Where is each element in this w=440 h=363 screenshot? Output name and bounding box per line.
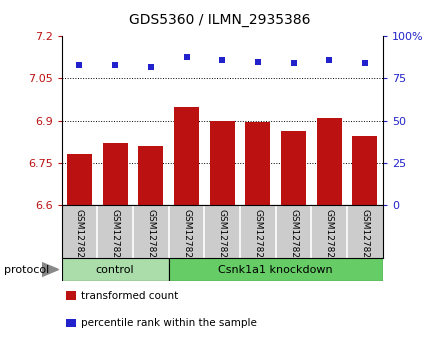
Text: GSM1278266: GSM1278266 (325, 209, 334, 270)
Bar (67, 155, 92, 205)
Text: percentile rank within the sample: percentile rank within the sample (81, 318, 257, 328)
Bar (103, 143, 128, 205)
Bar (246, 122, 270, 205)
Point (112, 62, 119, 68)
Text: transformed count: transformed count (81, 291, 179, 301)
Text: GDS5360 / ILMN_2935386: GDS5360 / ILMN_2935386 (129, 13, 311, 27)
Text: Csnk1a1 knockdown: Csnk1a1 knockdown (218, 265, 333, 274)
Text: control: control (96, 265, 135, 274)
Text: GSM1278259: GSM1278259 (75, 209, 84, 270)
Polygon shape (42, 262, 59, 277)
Bar (169, 258, 383, 281)
Point (147, 64, 154, 70)
Bar (210, 121, 235, 205)
Point (254, 59, 261, 65)
Bar (138, 146, 163, 205)
Bar (62, 258, 169, 281)
Text: GSM1278264: GSM1278264 (253, 209, 262, 270)
Text: GSM1278265: GSM1278265 (289, 209, 298, 270)
Point (361, 60, 368, 66)
Point (219, 57, 226, 63)
Point (290, 60, 297, 66)
Text: GSM1278261: GSM1278261 (147, 209, 155, 270)
Bar (352, 136, 378, 205)
Text: protocol: protocol (4, 265, 50, 274)
Bar (174, 107, 199, 205)
Text: GSM1278263: GSM1278263 (218, 209, 227, 270)
Point (326, 57, 333, 63)
Text: GSM1278262: GSM1278262 (182, 209, 191, 270)
Bar (281, 131, 306, 205)
Bar (317, 118, 342, 205)
Text: GSM1278267: GSM1278267 (360, 209, 370, 270)
Text: GSM1278260: GSM1278260 (110, 209, 120, 270)
Point (76, 62, 83, 68)
Point (183, 54, 190, 60)
